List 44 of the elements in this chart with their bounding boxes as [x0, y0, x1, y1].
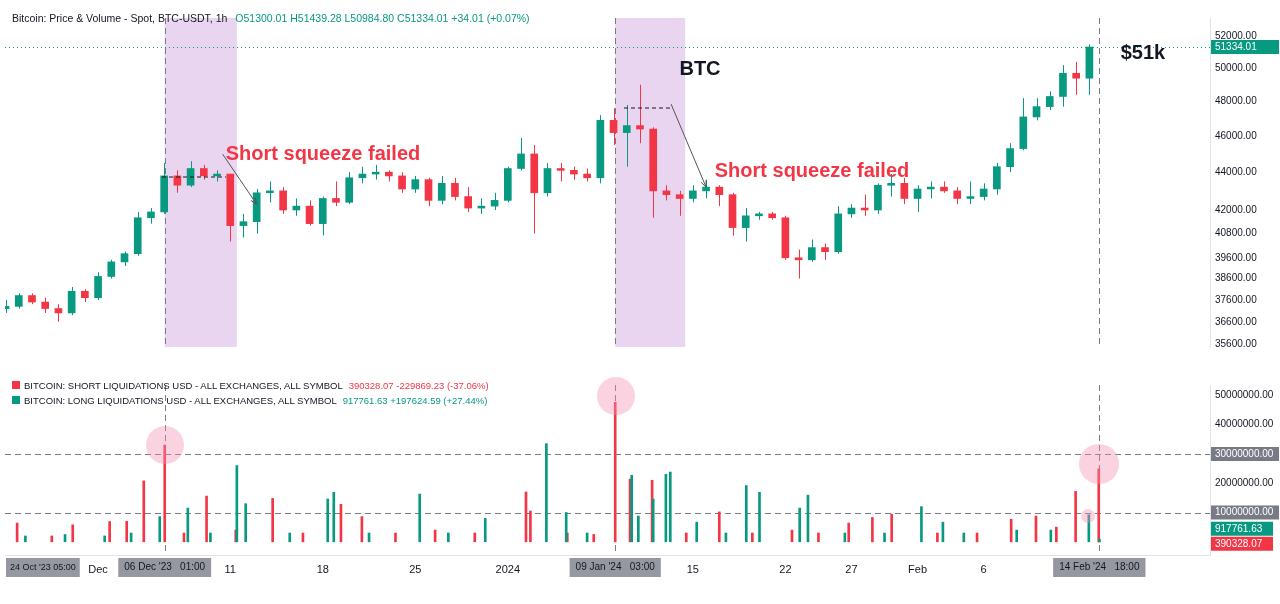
y-tick-label: 52000.00: [1215, 30, 1258, 42]
ref-line-label: 30000000.00: [1215, 447, 1274, 459]
ref-line-label: 14 Feb '24 18:00: [1059, 561, 1140, 573]
legend-label: BITCOIN: LONG LIQUIDATIONS USD - ALL EXCHANGES, ALL SYMBOL: [24, 395, 337, 406]
x-tick-label: 11: [224, 562, 236, 575]
text: 917761.63: [1215, 522, 1263, 534]
y-tick-label: 39600.00: [1215, 251, 1258, 263]
y-tick-label: 20000000.00: [1215, 476, 1274, 488]
x-tick-label: 27: [845, 562, 858, 575]
y-tick-label: 37600.00: [1215, 293, 1258, 305]
annotation: Short squeeze failed: [225, 141, 421, 165]
ref-line-label: 51334.01: [1215, 40, 1258, 52]
y-tick-label: 40000000.00: [1215, 418, 1274, 430]
x-tick-label: Dec: [88, 562, 109, 575]
y-tick-label: 35600.00: [1215, 338, 1258, 350]
y-tick-label: 44000.00: [1215, 165, 1258, 177]
x-tick-label: 25: [409, 562, 422, 575]
x-tick-label: 22: [779, 562, 792, 575]
y-tick-label: 46000.00: [1215, 129, 1258, 141]
x-tick-label: 15: [686, 562, 699, 575]
ref-line-label: 06 Dec '23 01:00: [124, 561, 206, 573]
x-tick-label: 18: [316, 562, 329, 575]
y-tick-label: 50000.00: [1215, 62, 1258, 74]
ref-line-label: 10000000.00: [1215, 506, 1274, 518]
y-tick-label: 42000.00: [1215, 203, 1258, 215]
y-tick-label: 36600.00: [1215, 315, 1258, 327]
y-tick-label: 50000000.00: [1215, 389, 1274, 401]
text: 24 Oct '23 05:00: [10, 561, 76, 572]
y-tick-label: 38600.00: [1215, 272, 1258, 284]
x-tick-label: Feb: [908, 562, 928, 575]
annotation: BTC: [679, 56, 721, 80]
x-tick-label: 6: [980, 562, 987, 575]
chart-subtitle: O51300.01 H51439.28 L50984.80 C51334.01 +34.01 (+0.07%): [235, 12, 530, 24]
legend-label: BITCOIN: SHORT LIQUIDATIONS USD - ALL EXCHANGES, ALL SYMBOL: [24, 380, 343, 391]
ref-line-label: 09 Jan '24 03:00: [575, 561, 656, 573]
text: 390328.07: [1215, 537, 1263, 549]
annotation: $51k: [1120, 40, 1166, 64]
y-tick-label: 48000.00: [1215, 95, 1258, 107]
annotation: Short squeeze failed: [714, 158, 910, 182]
chart-title: Bitcoin: Price & Volume - Spot, BTC-USDT, 1h: [12, 12, 228, 24]
x-tick-label: 2024: [495, 562, 521, 575]
y-tick-label: 40800.00: [1215, 227, 1258, 239]
annotation: 917761.63 +197624.59 (+27.44%): [342, 395, 488, 406]
annotation: 390328.07 -229869.23 (-37.06%): [348, 380, 489, 391]
